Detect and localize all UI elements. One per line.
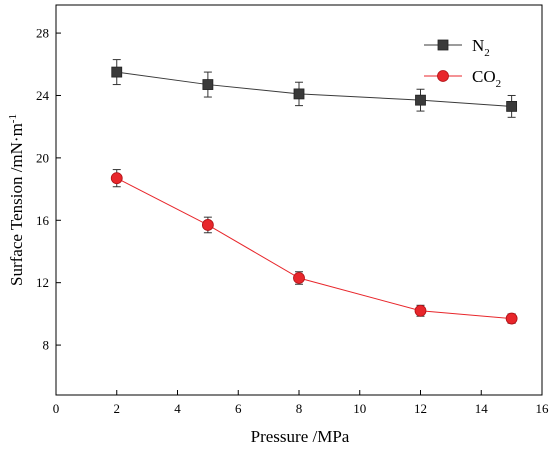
legend-marker [437, 39, 449, 51]
x-tick-label: 10 [353, 401, 366, 416]
y-axis-label: Surface Tension /mN·m-1 [7, 114, 26, 286]
x-tick-label: 4 [174, 401, 181, 416]
x-tick-label: 14 [475, 401, 489, 416]
x-axis-ticks: 0 2 4 6 8 10 12 14 16 [53, 390, 549, 416]
data-point [110, 172, 123, 185]
data-point [111, 66, 123, 78]
data-point [415, 94, 426, 106]
series-line [116, 177, 512, 320]
y-tick-label: 24 [36, 88, 50, 103]
data-point [201, 219, 214, 231]
x-tick-label: 0 [53, 401, 60, 416]
y-tick-label: 28 [36, 26, 49, 41]
legend-label-subscript: 2 [496, 78, 502, 90]
legend-label-text: N [472, 36, 484, 55]
legend-item: CO2 [424, 67, 501, 90]
data-point [414, 304, 427, 317]
y-axis-label-superscript: -1 [7, 114, 19, 123]
y-axis-ticks: 8 12 16 20 24 28 [36, 26, 61, 353]
legend-marker [437, 70, 449, 82]
y-axis-label-text: Surface Tension /mN·m [7, 123, 26, 286]
x-axis-label: Pressure /MPa [251, 427, 350, 446]
legend-label-text: CO [472, 67, 496, 86]
x-tick-label: 2 [114, 401, 121, 416]
legend-label-subscript: 2 [484, 47, 490, 59]
series-line [116, 71, 512, 107]
legend-label: CO2 [472, 67, 501, 90]
legend-item: N2 [424, 36, 490, 59]
data-point [506, 101, 518, 112]
legend-label: N2 [472, 36, 490, 59]
x-tick-label: 6 [235, 401, 242, 416]
y-tick-label: 8 [43, 338, 50, 353]
data-point [293, 272, 305, 284]
x-tick-label: 12 [414, 401, 427, 416]
y-tick-label: 20 [36, 150, 49, 165]
x-tick-label: 8 [296, 401, 303, 416]
series-1 [110, 169, 518, 325]
x-tick-label: 16 [536, 401, 550, 416]
data-point [293, 88, 305, 100]
y-tick-label: 16 [36, 213, 50, 228]
plot-frame [55, 4, 543, 396]
data-point [505, 312, 518, 325]
data-point [202, 79, 214, 90]
y-tick-label: 12 [36, 275, 49, 290]
series-layer [110, 59, 518, 325]
series-0 [111, 59, 518, 118]
